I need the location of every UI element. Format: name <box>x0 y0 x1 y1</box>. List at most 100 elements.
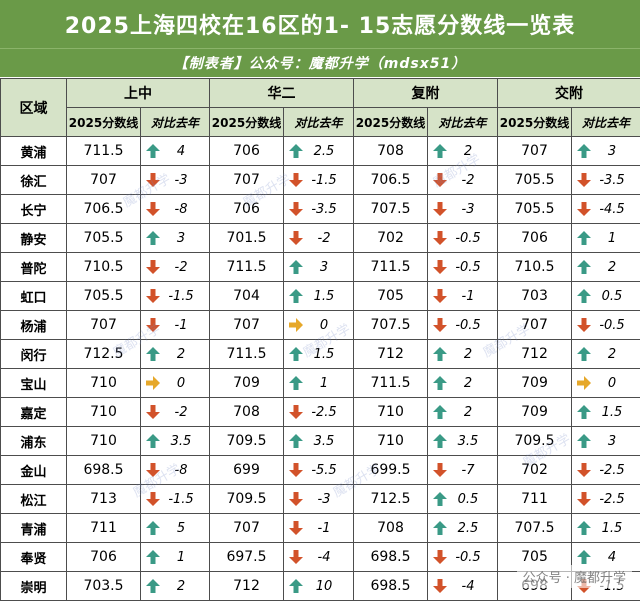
compare-value: 2 <box>598 347 626 362</box>
arrow-down-icon <box>576 317 592 333</box>
compare-value: 0.5 <box>454 492 482 507</box>
compare-value: 0 <box>598 376 626 391</box>
arrow-up-icon <box>145 549 161 565</box>
compare-value: 3 <box>310 260 338 275</box>
compare-value: -1 <box>167 318 195 333</box>
compare-value: 0 <box>310 318 338 333</box>
score-cell: 703.5 <box>67 572 141 601</box>
compare-subheader: 对比去年 <box>428 108 498 137</box>
score-cell: 707 <box>67 311 141 340</box>
compare-value: -0.5 <box>454 231 482 246</box>
arrow-right-icon <box>288 317 304 333</box>
arrow-up-icon <box>288 288 304 304</box>
score-cell: 712 <box>498 340 572 369</box>
district-cell: 静安 <box>1 224 67 253</box>
arrow-up-icon <box>576 143 592 159</box>
score-cell: 705.5 <box>67 224 141 253</box>
compare-value: 2 <box>454 405 482 420</box>
score-cell: 705.5 <box>498 166 572 195</box>
arrow-down-icon <box>576 172 592 188</box>
score-cell: 707 <box>210 166 284 195</box>
score-cell: 705 <box>354 282 428 311</box>
arrow-up-icon <box>288 259 304 275</box>
score-cell: 706.5 <box>354 166 428 195</box>
compare-cell: -2 <box>284 224 354 253</box>
compare-cell: -2 <box>141 253 210 282</box>
score-cell: 710 <box>354 427 428 456</box>
score-cell: 699 <box>210 456 284 485</box>
compare-cell: -3 <box>428 195 498 224</box>
compare-cell: 0 <box>141 369 210 398</box>
compare-cell: -0.5 <box>428 253 498 282</box>
score-cell: 698.5 <box>354 543 428 572</box>
compare-value: -3.5 <box>598 173 626 188</box>
score-cell: 709 <box>498 369 572 398</box>
compare-value: 3 <box>598 144 626 159</box>
arrow-up-icon <box>145 433 161 449</box>
compare-value: -2 <box>454 173 482 188</box>
compare-value: -8 <box>167 463 195 478</box>
district-cell: 金山 <box>1 456 67 485</box>
district-header: 区域 <box>1 79 67 137</box>
compare-cell: -8 <box>141 456 210 485</box>
score-cell: 707 <box>498 137 572 166</box>
compare-cell: -2.5 <box>284 398 354 427</box>
arrow-down-icon <box>288 230 304 246</box>
compare-cell: 1.5 <box>284 282 354 311</box>
compare-cell: -1.5 <box>284 166 354 195</box>
score-cell: 699.5 <box>354 456 428 485</box>
compare-cell: -2 <box>428 166 498 195</box>
compare-value: -0.5 <box>454 260 482 275</box>
arrow-down-icon <box>432 288 448 304</box>
compare-value: -2.5 <box>598 492 626 507</box>
compare-cell: -2.5 <box>572 485 640 514</box>
compare-cell: -3 <box>284 485 354 514</box>
score-cell: 713 <box>67 485 141 514</box>
arrow-up-icon <box>145 520 161 536</box>
score-cell: 711 <box>498 485 572 514</box>
compare-value: -4.5 <box>598 202 626 217</box>
compare-value: 1 <box>598 231 626 246</box>
compare-cell: 3.5 <box>428 427 498 456</box>
arrow-up-icon <box>432 346 448 362</box>
compare-cell: 2 <box>428 340 498 369</box>
page-title: 2025上海四校在16区的1- 15志愿分数线一览表 <box>0 0 640 48</box>
score-cell: 706 <box>498 224 572 253</box>
arrow-down-icon <box>145 172 161 188</box>
district-cell: 虹口 <box>1 282 67 311</box>
score-cell: 706 <box>67 543 141 572</box>
arrow-down-icon <box>432 317 448 333</box>
score-cell: 708 <box>354 514 428 543</box>
compare-cell: 1 <box>572 224 640 253</box>
compare-value: 2 <box>167 347 195 362</box>
compare-cell: -2.5 <box>572 456 640 485</box>
arrow-down-icon <box>432 462 448 478</box>
arrow-down-icon <box>145 259 161 275</box>
compare-cell: -4.5 <box>572 195 640 224</box>
compare-value: 1.5 <box>310 289 338 304</box>
arrow-up-icon <box>288 346 304 362</box>
compare-cell: 0 <box>284 311 354 340</box>
compare-subheader: 对比去年 <box>572 108 640 137</box>
compare-value: -0.5 <box>598 318 626 333</box>
compare-cell: 2 <box>141 340 210 369</box>
score-cell: 698.5 <box>67 456 141 485</box>
compare-cell: 2 <box>428 137 498 166</box>
arrow-down-icon <box>576 201 592 217</box>
compare-cell: 1.5 <box>572 398 640 427</box>
district-cell: 嘉定 <box>1 398 67 427</box>
arrow-up-icon <box>576 404 592 420</box>
compare-value: -1 <box>454 289 482 304</box>
score-subheader: 2025分数线 <box>498 108 572 137</box>
compare-value: 2 <box>598 260 626 275</box>
arrow-down-icon <box>288 462 304 478</box>
score-cell: 710.5 <box>67 253 141 282</box>
compare-value: -8 <box>167 202 195 217</box>
